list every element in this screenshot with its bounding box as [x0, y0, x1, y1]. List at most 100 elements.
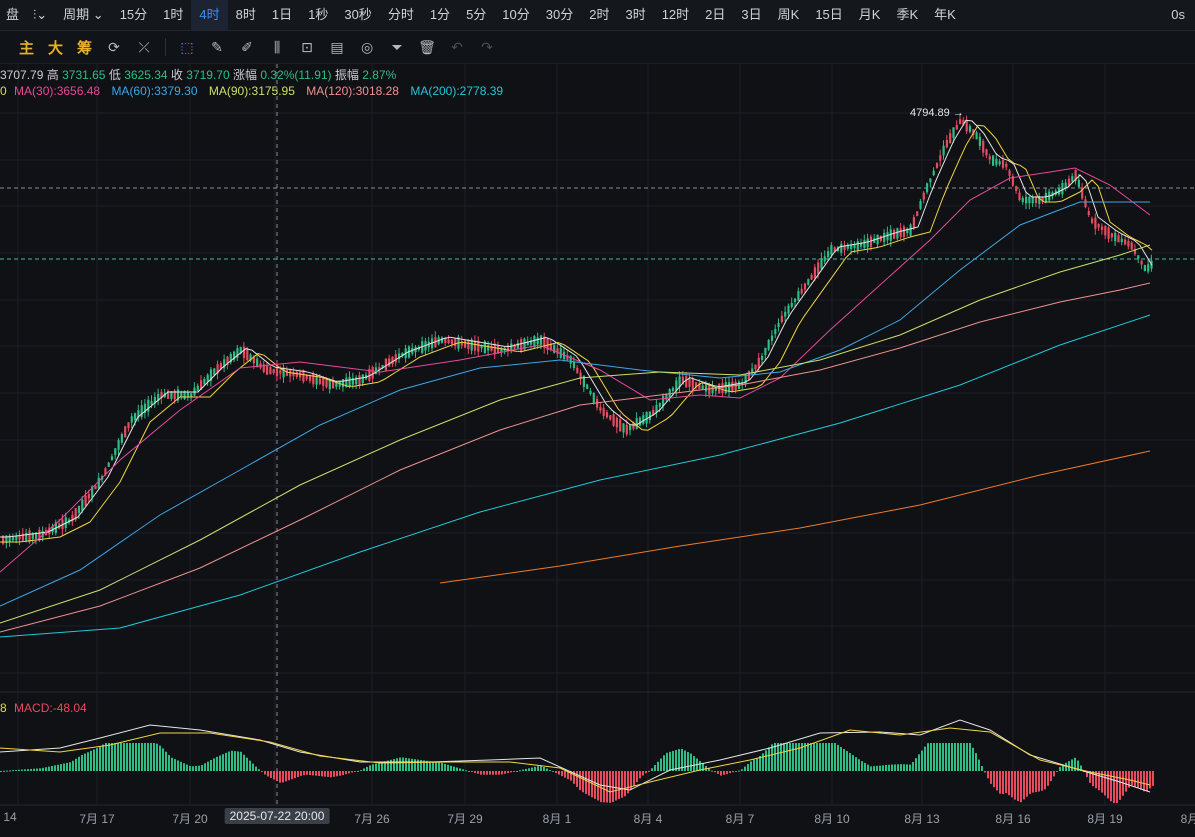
low-value: 3625.34: [124, 68, 168, 82]
candle-body: [213, 368, 216, 376]
macd-bar: [690, 753, 692, 771]
macd-bar: [423, 760, 425, 771]
macd-bar: [651, 768, 653, 771]
macd-bar: [57, 764, 59, 771]
indicator-big[interactable]: 大: [48, 39, 64, 57]
macd-bar: [108, 743, 110, 771]
indicator-main[interactable]: 主: [19, 39, 35, 57]
note-icon[interactable]: ▤: [330, 38, 344, 55]
tf-30m[interactable]: 30分: [545, 7, 574, 22]
macd-bar: [378, 762, 380, 771]
candle-body: [632, 422, 635, 429]
candle-body: [1038, 196, 1041, 204]
pen-icon[interactable]: ✐: [241, 38, 253, 55]
lock-icon[interactable]: ⊡: [301, 38, 313, 55]
ma60-line: [0, 201, 1150, 607]
tf-1h[interactable]: 1时: [163, 7, 184, 22]
macd-bar: [618, 771, 620, 800]
macd-bar: [768, 747, 770, 771]
tf-15d[interactable]: 15日: [815, 7, 843, 22]
macd-bar: [30, 768, 32, 771]
macd-bar: [975, 753, 977, 771]
tf-month[interactable]: 月K: [858, 7, 881, 22]
candle-body: [605, 412, 609, 418]
collapse-icon[interactable]: [2, 34, 10, 60]
candle-body: [440, 337, 444, 343]
candle-style-icon[interactable]: ⫶⌄: [33, 7, 48, 22]
period-dropdown[interactable]: 周期 ⌄: [63, 7, 104, 22]
tf-4h[interactable]: 4时: [191, 0, 228, 30]
magnet-icon[interactable]: ◎: [360, 38, 374, 55]
candle-body: [506, 345, 510, 352]
compare-icon[interactable]: ⤫: [138, 38, 150, 55]
candle-body: [322, 378, 325, 386]
macd-bar: [444, 763, 446, 771]
tf-15m[interactable]: 15分: [119, 7, 148, 22]
candle-body: [203, 378, 206, 385]
tf-3d[interactable]: 3日: [741, 7, 762, 22]
candle-body: [341, 379, 345, 387]
macd-bar: [165, 751, 167, 771]
chart-type-icon[interactable]: 盘: [6, 7, 20, 22]
macd-bar: [510, 771, 512, 773]
macd-bar: [882, 765, 884, 771]
ma120-legend: MA(120):3018.28: [306, 84, 399, 98]
candle-body: [754, 364, 757, 370]
macd-bar: [1089, 771, 1091, 783]
trash-icon[interactable]: 🗑: [418, 38, 436, 55]
candle-body: [800, 288, 803, 294]
candle-body: [398, 353, 401, 360]
candle-body: [1064, 182, 1067, 189]
tf-2d[interactable]: 2日: [705, 7, 726, 22]
tf-30s[interactable]: 30秒: [344, 7, 372, 22]
candle-body: [599, 407, 602, 411]
candle-body: [843, 245, 846, 251]
macd-bar: [390, 759, 392, 771]
tf-1m[interactable]: 1分: [429, 7, 451, 22]
candle-body: [850, 244, 853, 250]
candle-body: [764, 347, 767, 355]
macd-bar: [180, 761, 182, 771]
ma60-legend: MA(60):3379.30: [111, 84, 198, 98]
undo-icon[interactable]: ↶: [451, 38, 463, 55]
filter-icon[interactable]: ⏷: [391, 38, 403, 55]
tf-quarter[interactable]: 季K: [896, 7, 919, 22]
macd-bar: [699, 761, 701, 771]
candle-body: [114, 448, 117, 455]
cursor-icon[interactable]: ⬚: [180, 38, 194, 55]
tf-10m[interactable]: 10分: [502, 7, 530, 22]
tf-12h[interactable]: 12时: [661, 7, 690, 22]
candle-body: [695, 382, 698, 388]
tf-5m[interactable]: 5分: [466, 7, 487, 22]
macd-bar: [936, 743, 938, 771]
macd-bar: [663, 755, 665, 771]
macd-bar: [906, 764, 908, 771]
tf-1s[interactable]: 1秒: [308, 7, 329, 22]
candle-body: [803, 283, 807, 290]
candle-body: [909, 224, 912, 236]
candle-body: [896, 228, 899, 239]
tf-week[interactable]: 周K: [777, 7, 800, 22]
tf-intraday[interactable]: 分时: [387, 7, 414, 22]
macd-bar: [375, 763, 377, 771]
macd-bar: [387, 760, 389, 771]
candle-body: [381, 365, 384, 369]
indicator-settings-icon[interactable]: ⟳: [108, 38, 120, 55]
tf-2h[interactable]: 2时: [589, 7, 610, 22]
pattern-icon[interactable]: ⫼: [273, 38, 281, 55]
redo-icon[interactable]: ↷: [481, 38, 493, 55]
macd-bar: [771, 744, 773, 771]
macd-bar: [834, 743, 836, 771]
tf-year[interactable]: 年K: [934, 7, 956, 22]
tf-1d[interactable]: 1日: [271, 7, 293, 22]
candle-body: [140, 405, 143, 418]
macd-bar: [1071, 759, 1073, 771]
candle-body: [539, 335, 543, 345]
tf-3h[interactable]: 3时: [625, 7, 646, 22]
tf-8h[interactable]: 8时: [235, 7, 256, 22]
macd-bar: [267, 771, 269, 777]
indicator-chips[interactable]: 筹: [77, 39, 93, 57]
ruler-icon[interactable]: ✎: [211, 38, 223, 55]
low-label: 低: [108, 68, 121, 82]
